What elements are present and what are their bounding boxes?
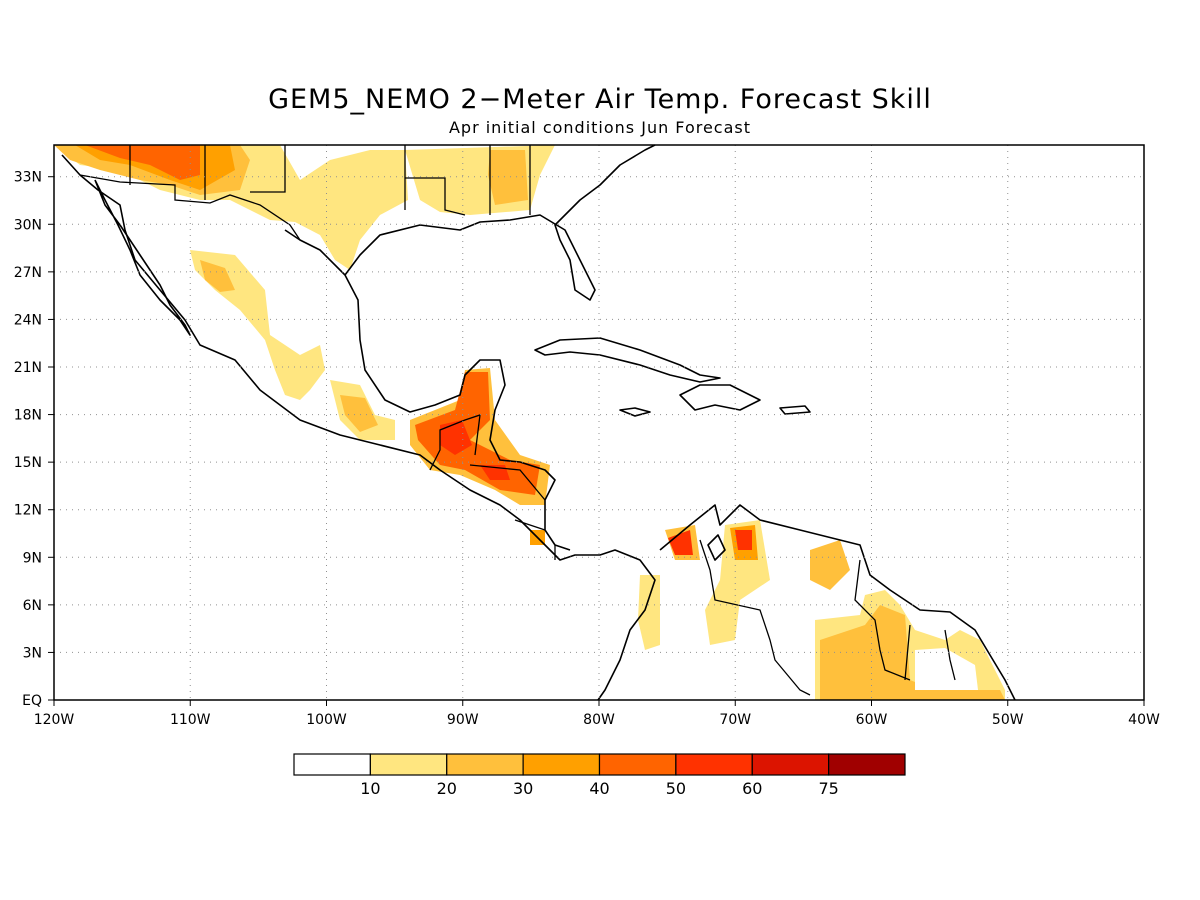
borders bbox=[79, 145, 956, 696]
legend-label: 75 bbox=[818, 779, 838, 798]
skill-area-colombia-10 bbox=[638, 575, 660, 650]
legend-swatch bbox=[675, 753, 753, 776]
lat-tick-label: EQ bbox=[22, 693, 42, 709]
map-subtitle: Apr initial conditions Jun Forecast bbox=[448, 118, 752, 137]
lon-tick-label: 50W bbox=[992, 712, 1024, 728]
lon-tick-label: 120W bbox=[34, 712, 75, 728]
lat-tick-label: 30N bbox=[14, 217, 42, 233]
legend-swatch bbox=[446, 753, 524, 776]
map-title: GEM5_NEMO 2−Meter Air Temp. Forecast Ski… bbox=[268, 84, 932, 115]
coast-us-gulf bbox=[344, 144, 656, 301]
skill-area-colombia-50 bbox=[668, 530, 693, 555]
lat-tick-label: 9N bbox=[23, 550, 42, 566]
border-us-states bbox=[129, 145, 531, 216]
coast-cuba bbox=[534, 337, 721, 383]
legend-label: 10 bbox=[360, 779, 380, 798]
border-guianas bbox=[904, 624, 956, 681]
skill-area-s-mexico-20 bbox=[340, 395, 378, 432]
skill-shading bbox=[54, 145, 1005, 700]
legend-swatch bbox=[369, 753, 448, 776]
coast-gulf-of-mexico bbox=[284, 229, 571, 551]
skill-area-guiana-20 bbox=[810, 540, 850, 590]
coast-hispaniola bbox=[679, 384, 761, 411]
legend-swatch bbox=[751, 753, 830, 776]
lon-tick-label: 40W bbox=[1128, 712, 1160, 728]
axes: 120W 110W 100W 90W 80W 70W 60W 50W 40W EQ 3N 6N 9N 12… bbox=[14, 170, 1160, 728]
border-venezuela-guyana bbox=[854, 559, 911, 681]
skill-area-w-mexico-20 bbox=[200, 260, 235, 292]
skill-area-central-america-50 bbox=[440, 420, 510, 480]
legend-swatch bbox=[522, 753, 601, 776]
lat-tick-label: 27N bbox=[14, 265, 42, 281]
border-central-america bbox=[429, 414, 556, 560]
lat-tick-label: 6N bbox=[23, 598, 42, 614]
legend-label: 40 bbox=[589, 779, 609, 798]
skill-area-white-hole bbox=[915, 648, 978, 690]
lat-tick-label: 21N bbox=[14, 360, 42, 376]
lon-tick-label: 90W bbox=[447, 712, 479, 728]
grid bbox=[54, 145, 1144, 700]
legend-label: 50 bbox=[666, 779, 686, 798]
map-frame bbox=[53, 144, 1145, 701]
legend-swatch bbox=[828, 753, 906, 776]
lon-tick-label: 100W bbox=[306, 712, 347, 728]
lat-tick-label: 15N bbox=[14, 455, 42, 471]
lat-tick-label: 24N bbox=[14, 312, 42, 328]
legend-swatch bbox=[293, 753, 371, 776]
coast-south-america-north bbox=[659, 504, 1016, 701]
color-legend: 10 20 30 40 50 60 75 bbox=[293, 753, 906, 798]
lon-tick-label: 110W bbox=[170, 712, 211, 728]
legend-label: 30 bbox=[513, 779, 533, 798]
lon-tick-label: 70W bbox=[719, 712, 751, 728]
skill-area-central-america-40 bbox=[415, 372, 540, 495]
coast-jamaica bbox=[619, 407, 651, 417]
skill-area-se-usa-20 bbox=[488, 150, 528, 205]
coast-baja-california bbox=[94, 179, 191, 336]
legend-label: 60 bbox=[742, 779, 762, 798]
border-us-mexico bbox=[79, 174, 301, 241]
skill-area-n-brazil-20 bbox=[820, 605, 1005, 700]
skill-area-se-usa-10 bbox=[405, 145, 555, 215]
coast-puerto-rico bbox=[779, 405, 811, 415]
lat-tick-label: 12N bbox=[14, 503, 42, 519]
border-colombia-venezuela bbox=[699, 539, 811, 696]
legend-swatch bbox=[598, 753, 677, 776]
lat-tick-label: 33N bbox=[14, 170, 42, 186]
legend-label: 20 bbox=[437, 779, 457, 798]
coast-lake-maracaibo bbox=[707, 534, 726, 561]
lon-tick-label: 60W bbox=[856, 712, 888, 728]
lat-tick-label: 18N bbox=[14, 408, 42, 424]
lon-tick-label: 80W bbox=[583, 712, 615, 728]
coastlines bbox=[61, 144, 1016, 701]
skill-area-sw-usa-40 bbox=[85, 145, 200, 180]
coast-mexico-pacific bbox=[61, 154, 656, 701]
lat-tick-label: 3N bbox=[23, 645, 42, 661]
skill-area-venezuela-50 bbox=[735, 530, 752, 550]
